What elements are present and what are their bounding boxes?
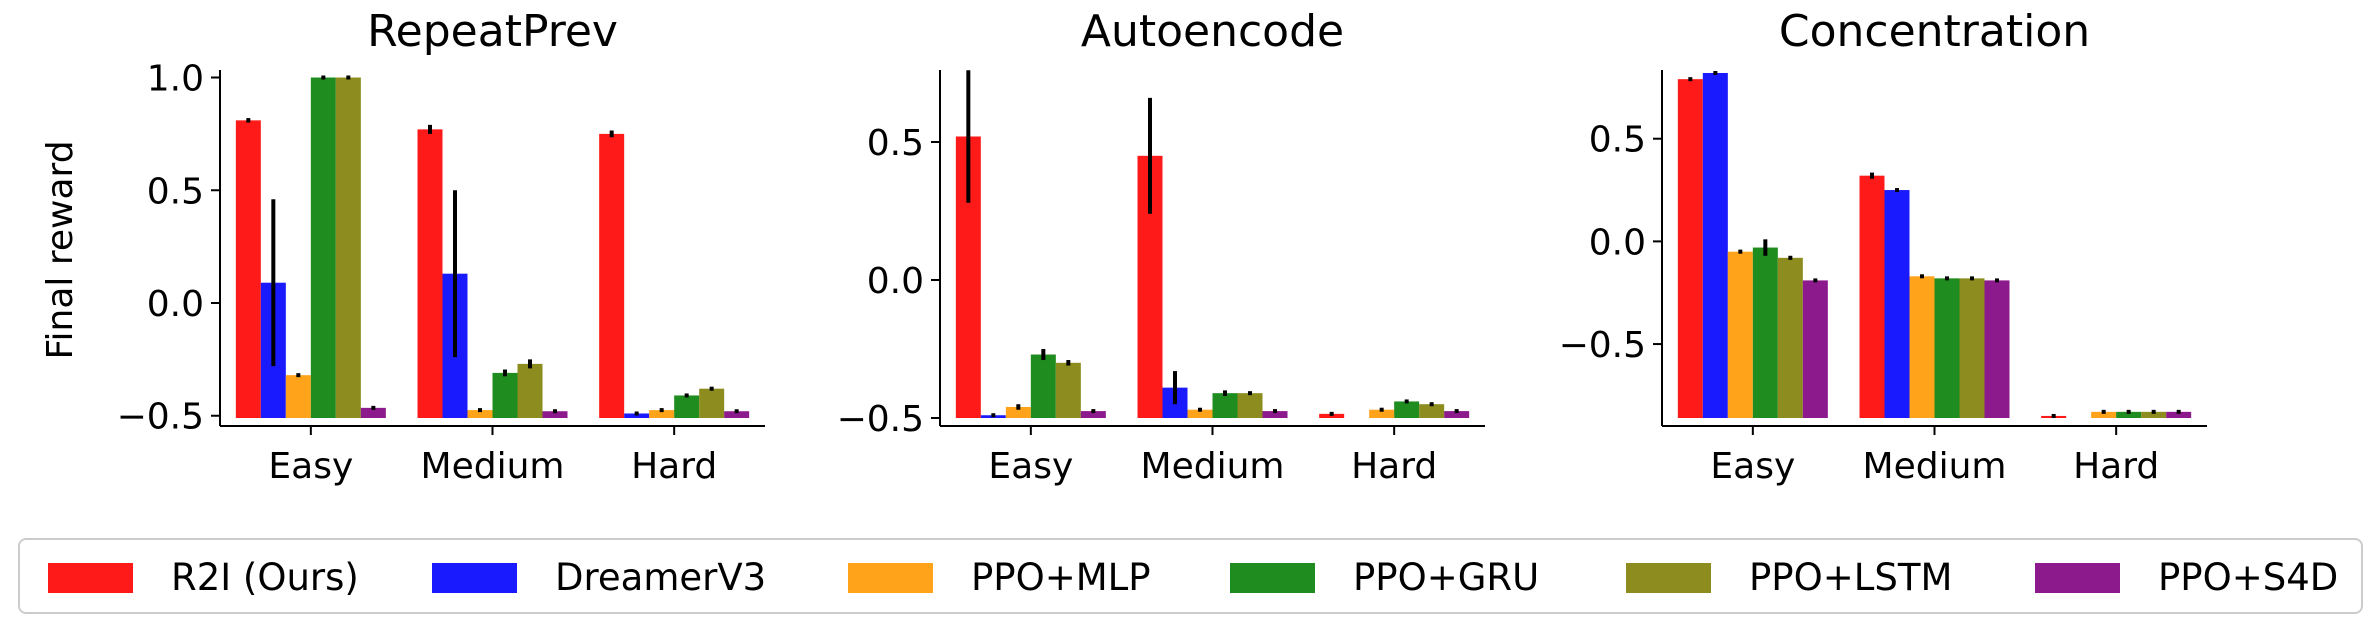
bar-ppo-gru-hard [2116,411,2142,418]
bar-ppo-mlp-hard [649,410,675,418]
y-tick-label: 0.5 [147,171,204,212]
panel-autoencode: −0.5 0.0 0.5 Easy Medium Hard Autoencode [837,6,1485,487]
bar-ppo-s4d-hard [2166,411,2192,418]
x-tick-label-hard: Hard [631,446,717,487]
bar-ppo-gru-medium [1934,278,1960,418]
panel-concentration: −0.5 0.0 0.5 Easy Medium Hard Concentration [1559,6,2207,487]
chart-title: Concentration [1779,6,2090,57]
y-tick-label: −0.5 [1559,325,1646,366]
legend-swatch-ppo-mlp [848,563,933,593]
legend-swatch-ppo-gru [1230,563,1315,593]
bar-ppo-s4d-medium [1984,280,2010,418]
bar-ppo-gru-hard [674,395,700,418]
legend-label-r2i: R2I (Ours) [171,556,359,599]
bar-ppo-lstm-hard [1419,404,1445,418]
bar-ppo-s4d-medium [1262,411,1288,418]
x-tick-label-medium: Medium [1141,446,1285,487]
legend-label-ppo-lstm: PPO+LSTM [1749,556,1953,599]
legend: R2I (Ours) DreamerV3 PPO+MLP PPO+GRU PPO… [18,538,2363,614]
legend-item-ppo-gru: PPO+GRU [1230,556,1540,599]
bar-ppo-gru-hard [1394,401,1420,418]
bar-dreamerv3-easy [1702,73,1728,418]
legend-item-r2i: R2I (Ours) [48,556,359,599]
y-tick-label: 1.0 [147,59,204,100]
bar-ppo-mlp-hard [2091,411,2117,418]
x-tick-label-hard: Hard [2073,446,2159,487]
bar-ppo-mlp-easy [1005,406,1031,418]
legend-item-ppo-s4d: PPO+S4D [2035,556,2339,599]
legend-label-ppo-gru: PPO+GRU [1353,556,1540,599]
bar-ppo-lstm-hard [699,388,725,418]
bar-r2i-ours-hard [599,133,625,418]
bar-ppo-gru-easy [310,77,336,419]
bar-ppo-s4d-easy [1802,280,1828,418]
x-tick-label-easy: Easy [268,446,353,487]
legend-item-ppo-lstm: PPO+LSTM [1626,556,1953,599]
bar-ppo-s4d-hard [1444,411,1470,418]
bar-ppo-s4d-easy [1080,411,1106,418]
x-tick-label-medium: Medium [421,446,565,487]
bar-ppo-s4d-medium [542,411,568,418]
bar-ppo-mlp-medium [1187,409,1213,418]
y-tick-label: −0.5 [117,397,204,438]
legend-item-ppo-mlp: PPO+MLP [848,556,1151,599]
bar-ppo-lstm-easy [335,77,361,419]
legend-swatch-dreamerv3 [432,563,517,593]
bar-ppo-lstm-medium [1237,393,1263,418]
legend-item-dreamerv3: DreamerV3 [432,556,767,599]
y-tick-label: 0.0 [1589,222,1646,263]
y-tick-label: −0.5 [837,399,924,440]
bar-r2i-ours-medium [1859,175,1885,418]
bar-ppo-mlp-medium [467,410,493,418]
legend-label-ppo-s4d: PPO+S4D [2158,556,2339,599]
x-tick-label-medium: Medium [1863,446,2007,487]
bar-ppo-lstm-medium [517,363,543,418]
panel-repeatprev: −0.5 0.0 0.5 1.0 Easy Medium Hard RepeatPrev Fin… [40,6,765,487]
bar-ppo-mlp-hard [1369,409,1395,418]
chart-title: RepeatPrev [367,6,618,57]
legend-swatch-ppo-lstm [1626,563,1711,593]
bar-r2i-ours-easy [235,120,261,419]
bar-ppo-mlp-easy [285,375,311,418]
bar-ppo-gru-medium [1212,393,1238,418]
bar-ppo-mlp-medium [1909,276,1935,418]
x-tick-label-easy: Easy [988,446,1073,487]
bar-ppo-mlp-easy [1727,251,1753,418]
bar-r2i-ours-hard [1319,413,1345,418]
y-tick-label: 0.0 [867,261,924,302]
bar-ppo-lstm-hard [2141,411,2167,418]
y-axis-label: Final reward [40,140,81,359]
legend-swatch-r2i [48,563,133,593]
bar-ppo-s4d-hard [724,411,750,418]
y-tick-label: 0.5 [867,123,924,164]
x-tick-label-easy: Easy [1710,446,1795,487]
bar-ppo-lstm-medium [1959,278,1985,418]
x-tick-label-hard: Hard [1351,446,1437,487]
bar-r2i-ours-medium [417,129,443,418]
legend-label-dreamerv3: DreamerV3 [555,556,767,599]
chart-title: Autoencode [1081,6,1344,57]
y-tick-label: 0.5 [1589,120,1646,161]
legend-swatch-ppo-s4d [2035,563,2120,593]
bar-dreamerv3-medium [1884,190,1910,418]
legend-label-ppo-mlp: PPO+MLP [971,556,1151,599]
bar-ppo-lstm-easy [1055,362,1081,418]
bar-dreamerv3-hard [624,413,650,418]
bar-r2i-ours-easy [1677,79,1703,419]
bar-ppo-s4d-easy [360,407,386,418]
bar-ppo-gru-easy [1030,354,1056,418]
bar-ppo-gru-medium [492,372,518,418]
y-tick-label: 0.0 [147,284,204,325]
bar-ppo-lstm-easy [1777,257,1803,418]
bar-ppo-gru-easy [1752,247,1778,418]
